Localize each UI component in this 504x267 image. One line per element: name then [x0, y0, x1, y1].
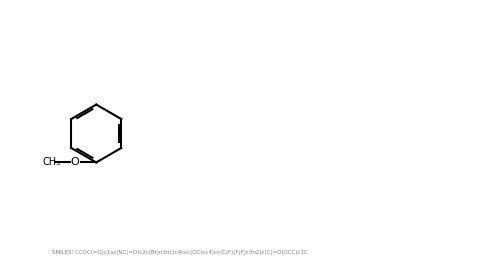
- Text: O: O: [71, 158, 79, 167]
- Text: SMILES: CCOC(=O)c1sc(NC(=O)c2c(Br)n3nc(c4ccc(OC)cc4)cc(C(F)(F)F)c3n2)c(C(=O)OCC): SMILES: CCOC(=O)c1sc(NC(=O)c2c(Br)n3nc(c…: [52, 250, 307, 255]
- Text: CH₃: CH₃: [43, 158, 61, 167]
